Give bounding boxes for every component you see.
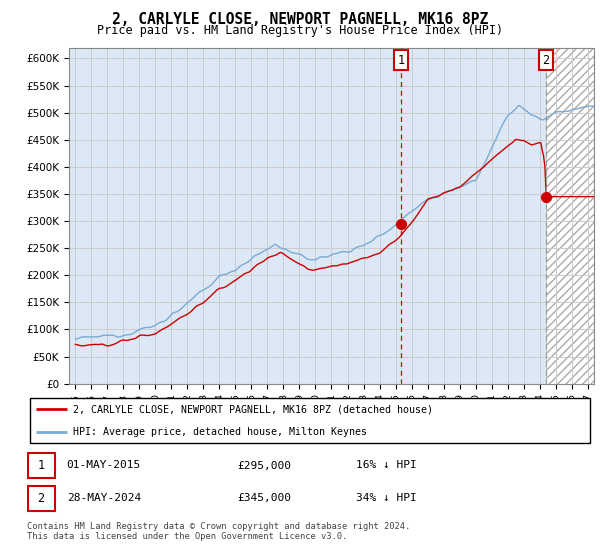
FancyBboxPatch shape [28, 453, 55, 478]
Text: 34% ↓ HPI: 34% ↓ HPI [356, 493, 416, 503]
Text: Contains HM Land Registry data © Crown copyright and database right 2024.
This d: Contains HM Land Registry data © Crown c… [27, 522, 410, 542]
Text: 16% ↓ HPI: 16% ↓ HPI [356, 460, 416, 470]
Text: Price paid vs. HM Land Registry's House Price Index (HPI): Price paid vs. HM Land Registry's House … [97, 24, 503, 37]
Text: £295,000: £295,000 [237, 460, 291, 470]
Text: 1: 1 [397, 54, 404, 67]
Text: 1: 1 [38, 459, 45, 472]
Text: HPI: Average price, detached house, Milton Keynes: HPI: Average price, detached house, Milt… [73, 427, 367, 437]
Text: 2, CARLYLE CLOSE, NEWPORT PAGNELL, MK16 8PZ: 2, CARLYLE CLOSE, NEWPORT PAGNELL, MK16 … [112, 12, 488, 27]
Text: £345,000: £345,000 [237, 493, 291, 503]
FancyBboxPatch shape [28, 486, 55, 511]
Text: 2: 2 [542, 54, 549, 67]
Text: 28-MAY-2024: 28-MAY-2024 [67, 493, 141, 503]
Text: 2, CARLYLE CLOSE, NEWPORT PAGNELL, MK16 8PZ (detached house): 2, CARLYLE CLOSE, NEWPORT PAGNELL, MK16 … [73, 404, 433, 414]
Bar [545, 48, 594, 384]
Text: 2: 2 [38, 492, 45, 505]
Bar [545, 48, 594, 384]
Text: 01-MAY-2015: 01-MAY-2015 [67, 460, 141, 470]
FancyBboxPatch shape [30, 398, 590, 443]
